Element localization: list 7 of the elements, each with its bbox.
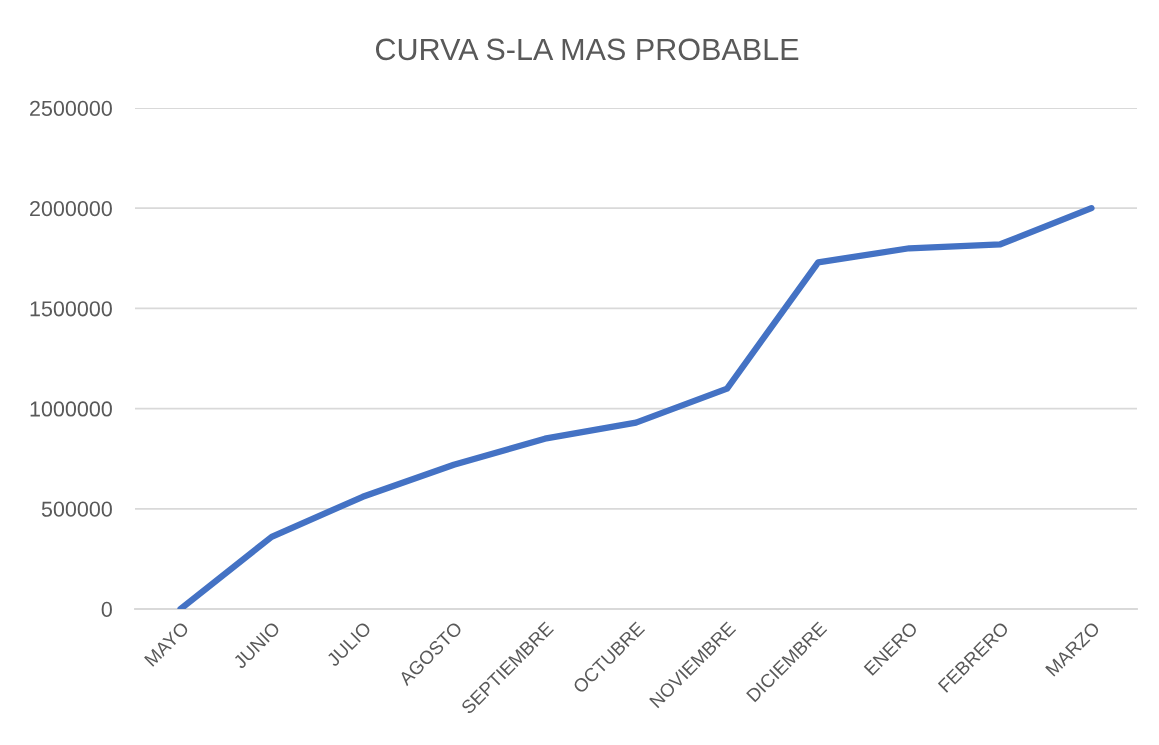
y-tick-label: 2500000: [30, 100, 112, 117]
y-tick-label: 1000000: [30, 401, 112, 417]
y-tick-label: 0: [101, 601, 112, 618]
y-tick-label: 1500000: [30, 301, 112, 317]
y-tick-label: 2000000: [30, 200, 112, 217]
chart-title: CURVA S-LA MAS PROBABLE: [375, 38, 799, 61]
y-tick-label: 500000: [41, 501, 112, 517]
